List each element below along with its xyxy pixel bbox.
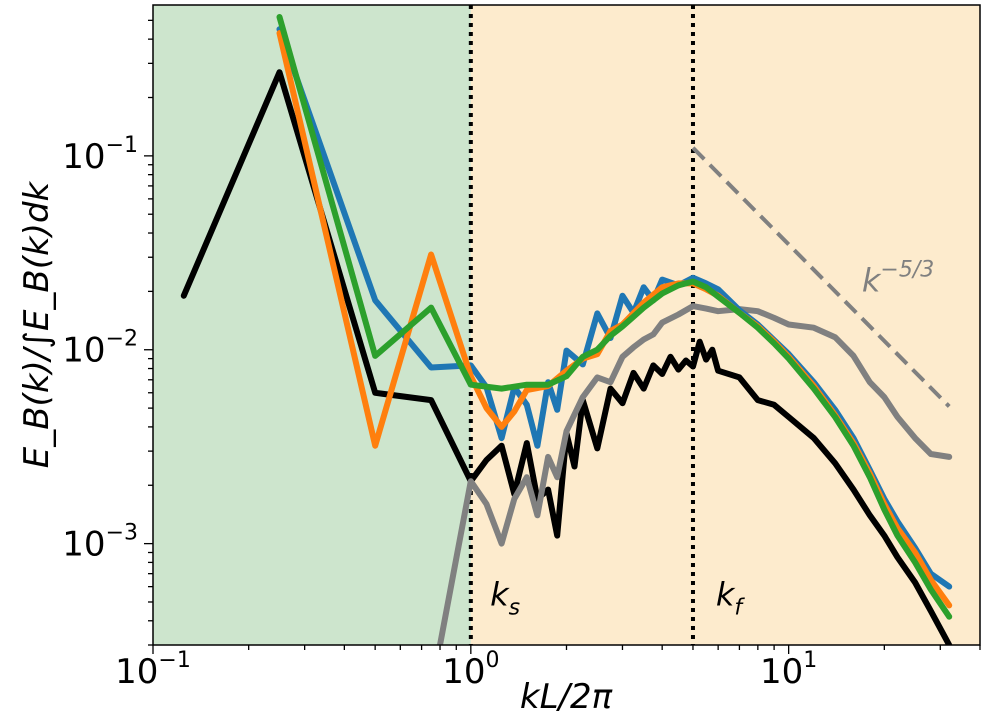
series-line-1 [437, 303, 953, 645]
x-tick-label: 10−1 [115, 648, 191, 692]
annotation-slope: k−5/3 [862, 257, 934, 299]
y-tick-label: 10−2 [62, 327, 138, 371]
series-line-4 [276, 14, 953, 620]
x-tick-label: 100 [442, 648, 499, 692]
y-axis-label: E_B(k)/∫E_B(k)dk [17, 180, 57, 468]
reference-slope-line [691, 146, 951, 408]
y-tick-label: 10−3 [62, 521, 138, 565]
y-tick-label: 10−1 [62, 133, 138, 177]
shaded-region-0 [153, 5, 471, 645]
annotation-kf: kf [716, 575, 746, 620]
x-axis-label: kL/2π [520, 677, 613, 717]
shaded-region-1 [470, 5, 980, 645]
annotation-ks: ks [490, 575, 520, 620]
x-tick-label: 101 [760, 648, 817, 692]
